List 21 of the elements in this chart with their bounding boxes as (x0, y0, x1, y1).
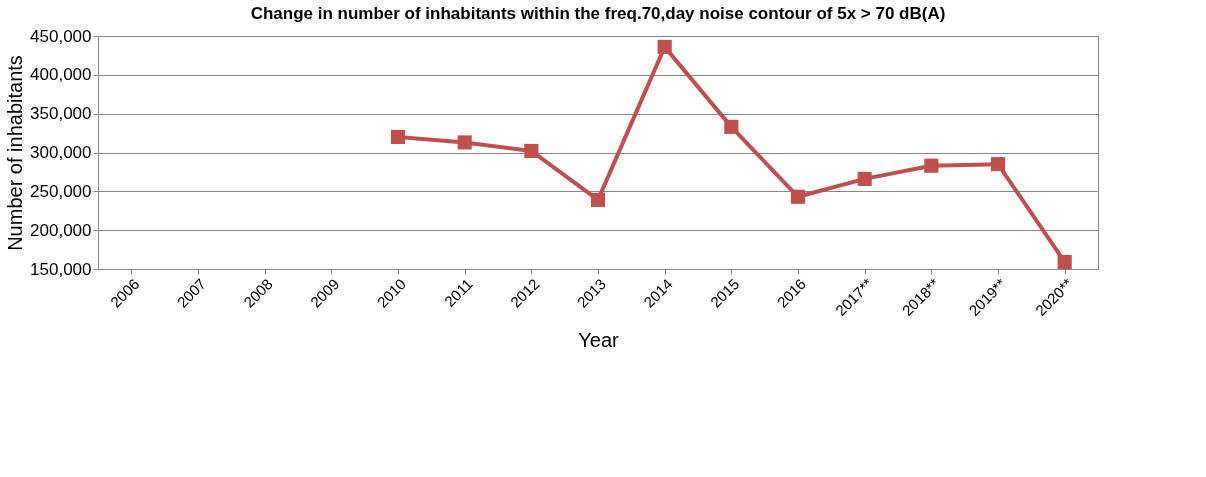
y-tick-label: 150,000 (30, 259, 92, 279)
point (457, 135, 472, 150)
y-tick-label: 250,000 (30, 181, 92, 201)
point (590, 192, 606, 207)
x-axis-title: Year (578, 328, 620, 351)
y-axis-title: Number of inhabitants (4, 55, 27, 251)
y-tick-label: 350,000 (30, 104, 92, 124)
point (1057, 254, 1072, 270)
point (657, 39, 672, 54)
point (390, 129, 406, 145)
point (990, 157, 1006, 172)
point (857, 171, 872, 186)
y-tick-label: 300,000 (30, 143, 92, 162)
point (924, 158, 939, 173)
point (790, 189, 806, 204)
chart-title: Change in number of inhabitants within the freq.70,day noise contour of 5x > 70 dB(A) (250, 4, 946, 23)
point (724, 119, 739, 134)
y-tick-label: 200,000 (30, 220, 92, 240)
point (524, 143, 539, 159)
y-tick-label: 450,000 (30, 26, 92, 46)
y-tick-label: 400,000 (30, 65, 92, 85)
